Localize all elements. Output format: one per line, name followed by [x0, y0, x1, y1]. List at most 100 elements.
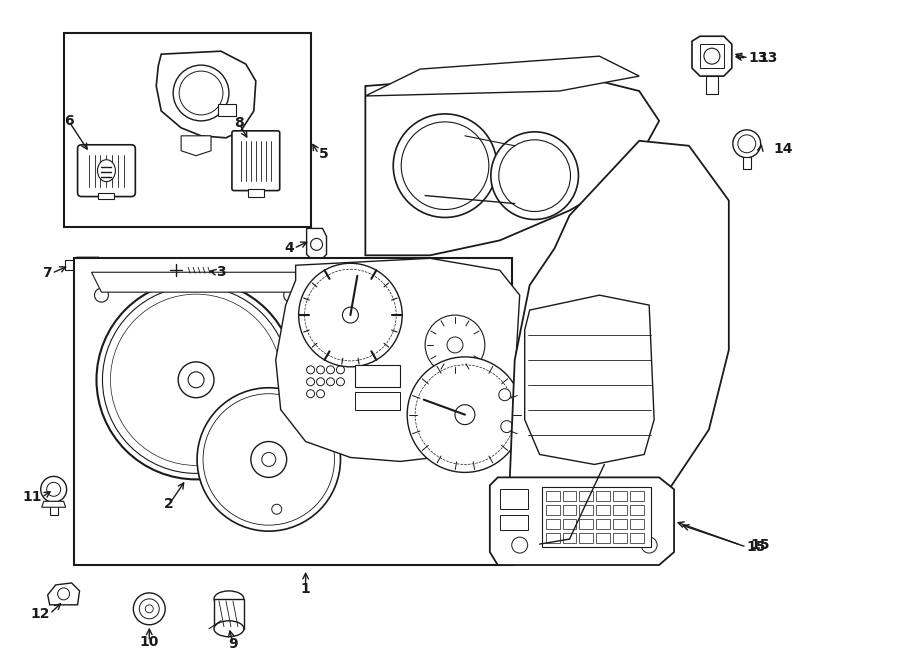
- Text: 4: 4: [284, 241, 293, 255]
- Bar: [562, 519, 577, 529]
- Circle shape: [425, 315, 485, 375]
- Polygon shape: [157, 51, 256, 137]
- Bar: [562, 533, 577, 543]
- Text: 14: 14: [774, 141, 793, 156]
- Bar: [218, 104, 236, 116]
- Bar: [50, 501, 58, 515]
- Bar: [630, 533, 644, 543]
- Circle shape: [455, 405, 475, 424]
- Text: 1: 1: [301, 582, 310, 596]
- Text: 9: 9: [228, 637, 238, 650]
- Bar: [562, 491, 577, 501]
- Bar: [184, 267, 212, 273]
- Circle shape: [284, 288, 298, 302]
- Bar: [597, 505, 610, 515]
- Circle shape: [251, 442, 287, 477]
- Polygon shape: [212, 267, 220, 273]
- Circle shape: [733, 130, 760, 158]
- Bar: [545, 533, 560, 543]
- Bar: [248, 188, 264, 196]
- Text: 2: 2: [165, 497, 174, 511]
- Text: 12: 12: [31, 607, 50, 621]
- Bar: [580, 505, 593, 515]
- Circle shape: [500, 420, 513, 432]
- Bar: [630, 491, 644, 501]
- Text: 8: 8: [234, 116, 244, 130]
- Bar: [742, 157, 751, 169]
- Polygon shape: [365, 71, 659, 255]
- Circle shape: [491, 132, 579, 219]
- Polygon shape: [65, 260, 76, 270]
- Bar: [542, 487, 652, 547]
- Polygon shape: [275, 258, 519, 461]
- Bar: [98, 192, 114, 198]
- Circle shape: [407, 357, 523, 473]
- FancyBboxPatch shape: [77, 145, 135, 196]
- Circle shape: [299, 263, 402, 367]
- Bar: [545, 505, 560, 515]
- Bar: [597, 519, 610, 529]
- FancyBboxPatch shape: [232, 131, 280, 190]
- Text: 15: 15: [747, 540, 766, 554]
- Polygon shape: [692, 36, 732, 76]
- Text: 13: 13: [749, 51, 768, 65]
- Text: 6: 6: [64, 114, 74, 128]
- Bar: [580, 491, 593, 501]
- Circle shape: [178, 362, 214, 398]
- Polygon shape: [509, 141, 729, 544]
- Circle shape: [133, 593, 166, 625]
- Text: 3: 3: [216, 265, 226, 279]
- Bar: [74, 258, 512, 565]
- Polygon shape: [48, 583, 79, 605]
- Bar: [580, 519, 593, 529]
- Bar: [356, 365, 400, 387]
- Ellipse shape: [97, 160, 115, 182]
- Circle shape: [393, 114, 497, 217]
- Bar: [613, 505, 627, 515]
- Bar: [630, 505, 644, 515]
- Bar: [580, 533, 593, 543]
- Bar: [613, 519, 627, 529]
- Bar: [613, 533, 627, 543]
- Polygon shape: [92, 272, 301, 292]
- Text: 13: 13: [759, 51, 778, 65]
- Bar: [64, 33, 310, 227]
- Circle shape: [96, 280, 296, 479]
- Polygon shape: [490, 477, 674, 565]
- Circle shape: [499, 389, 510, 401]
- Bar: [500, 515, 527, 530]
- Bar: [562, 505, 577, 515]
- Bar: [630, 519, 644, 529]
- Circle shape: [343, 307, 358, 323]
- Text: 10: 10: [140, 635, 159, 648]
- Polygon shape: [181, 136, 211, 156]
- Bar: [700, 44, 724, 68]
- Circle shape: [704, 48, 720, 64]
- Bar: [545, 491, 560, 501]
- Circle shape: [447, 337, 463, 353]
- Text: 7: 7: [42, 266, 51, 280]
- Bar: [597, 491, 610, 501]
- Bar: [597, 533, 610, 543]
- Polygon shape: [307, 229, 327, 260]
- Text: 5: 5: [319, 147, 328, 161]
- Polygon shape: [525, 295, 654, 465]
- Polygon shape: [76, 257, 104, 273]
- Ellipse shape: [214, 591, 244, 607]
- Bar: [214, 599, 244, 629]
- Bar: [706, 76, 718, 94]
- Ellipse shape: [214, 621, 244, 637]
- Polygon shape: [41, 501, 66, 507]
- Circle shape: [197, 388, 340, 531]
- Circle shape: [40, 477, 67, 502]
- Circle shape: [173, 65, 229, 121]
- Circle shape: [94, 288, 108, 302]
- Polygon shape: [365, 56, 639, 96]
- Bar: [545, 519, 560, 529]
- Text: 15: 15: [751, 538, 770, 552]
- Bar: [356, 392, 400, 410]
- Circle shape: [272, 504, 282, 514]
- Circle shape: [167, 261, 185, 279]
- Bar: [500, 489, 527, 509]
- Circle shape: [310, 239, 322, 251]
